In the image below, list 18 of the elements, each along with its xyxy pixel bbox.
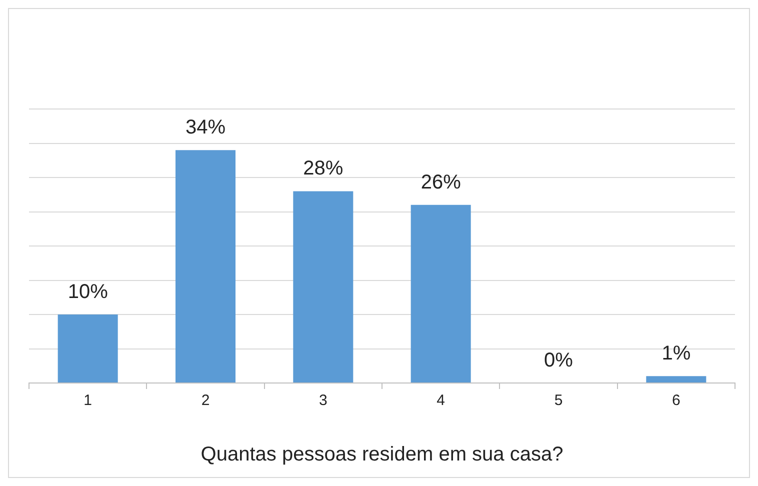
bar — [410, 204, 471, 382]
x-tick-label: 3 — [318, 392, 328, 410]
x-axis-title: Quantas pessoas residem em sua casa? — [200, 444, 564, 466]
x-tick-label: 4 — [436, 392, 446, 410]
data-label: 34% — [185, 116, 226, 139]
x-tick-label: 2 — [201, 392, 210, 410]
data-label: 26% — [420, 171, 462, 194]
data-label: 28% — [303, 158, 344, 180]
bar — [58, 314, 118, 382]
data-label: 10% — [68, 281, 108, 304]
bar — [293, 191, 354, 382]
data-label: 0% — [544, 350, 574, 372]
bar — [175, 150, 236, 382]
data-label: 1% — [662, 342, 691, 365]
x-tick-label: 6 — [672, 392, 680, 410]
bar — [646, 376, 706, 382]
x-tick-label: 1 — [84, 392, 92, 410]
x-tick-label: 5 — [554, 392, 563, 410]
